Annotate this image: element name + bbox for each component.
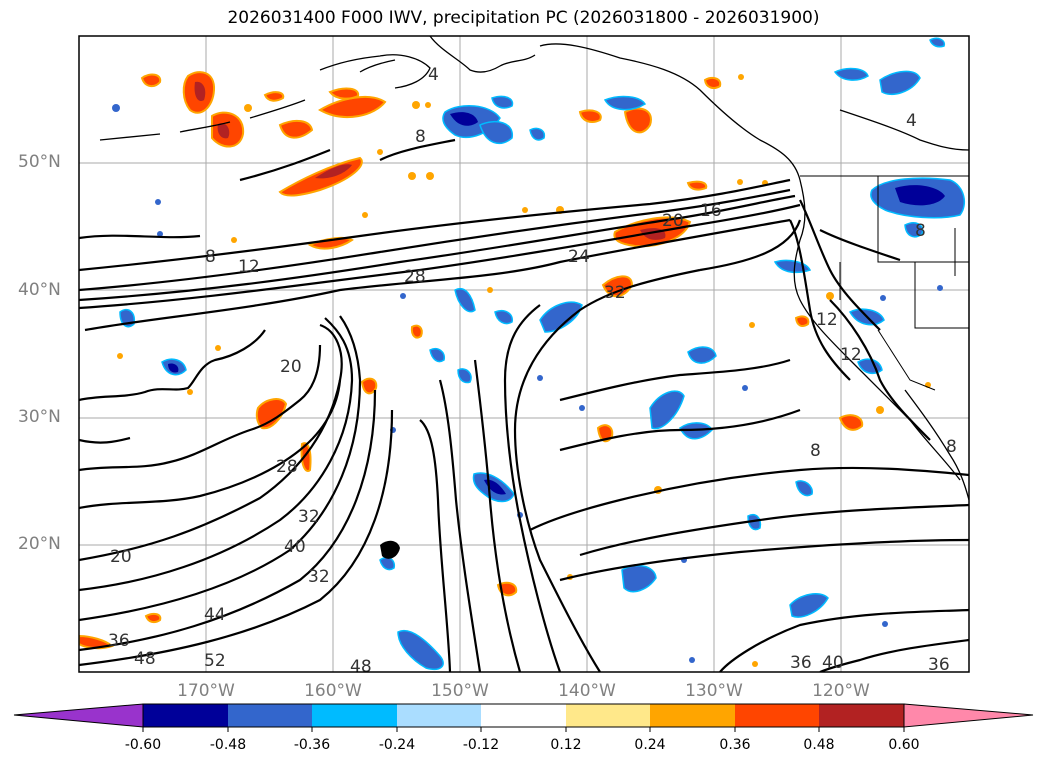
colorbar-segment [819, 704, 904, 727]
iwv-contours [79, 138, 969, 672]
contour-label: 20 [280, 357, 302, 377]
lon-label: 150°W [431, 681, 489, 701]
contour-label: 8 [205, 247, 216, 267]
colorbar-segment [143, 704, 228, 727]
negative-precip-patches [119, 37, 966, 670]
contour-label: 20 [110, 547, 132, 567]
colorbar-tick-label: -0.12 [462, 737, 500, 753]
lon-label: 170°W [177, 681, 235, 701]
colorbar-tick-label: 0.36 [719, 737, 751, 753]
colorbar-tick-label: -0.60 [124, 737, 162, 753]
contour-label: 8 [946, 437, 957, 457]
colorbar-tick-label: 0.48 [803, 737, 835, 753]
colorbar-segment [228, 704, 312, 727]
contour-label: 8 [810, 441, 821, 461]
contour-label: 24 [568, 247, 590, 267]
colorbar [13, 703, 1034, 732]
colorbar-segment [566, 704, 650, 727]
contour-label: 36 [108, 631, 130, 651]
contour-label: 32 [308, 567, 330, 587]
contour-label: 28 [276, 457, 298, 477]
contour-label: 40 [822, 653, 844, 673]
contour-label: 48 [350, 657, 372, 677]
colorbar-segment [735, 704, 819, 727]
contour-labels: 4 8 8 12 16 20 24 28 32 20 28 32 40 32 2… [108, 65, 957, 677]
contour-label: 36 [928, 655, 950, 675]
colorbar-tick-label: -0.48 [209, 737, 247, 753]
lat-label: 30°N [18, 407, 61, 427]
contour-label: 16 [700, 201, 722, 221]
contour-label: 20 [662, 211, 684, 231]
coastlines [99, 36, 969, 501]
colorbar-segment [397, 704, 481, 727]
lon-label: 160°W [304, 681, 362, 701]
contour-label: 44 [204, 605, 226, 625]
contour-label: 32 [298, 507, 320, 527]
colorbar-extend-low [13, 703, 144, 728]
map-title: 2026031400 F000 IWV, precipitation PC (2… [227, 8, 820, 28]
colorbar-segment [481, 704, 566, 727]
colorbar-tick-label: 0.24 [634, 737, 666, 753]
contour-label: 52 [204, 651, 226, 671]
colorbar-extend-high [903, 703, 1034, 728]
graticule [79, 36, 969, 672]
borders [800, 175, 969, 391]
contour-label: 12 [840, 345, 862, 365]
map-frame [78, 35, 970, 673]
contour-label: 32 [604, 283, 626, 303]
contour-label: 12 [816, 310, 838, 330]
contour-label: 4 [906, 111, 917, 131]
lat-label: 20°N [18, 534, 61, 554]
contour-label: 36 [790, 653, 812, 673]
lat-label: 40°N [18, 280, 61, 300]
contour-label: 8 [915, 221, 926, 241]
lat-label: 50°N [18, 152, 61, 172]
colorbar-segment [312, 704, 397, 727]
contour-label: 28 [404, 267, 426, 287]
lon-label: 140°W [558, 681, 616, 701]
lon-label: 120°W [812, 681, 870, 701]
contour-label: 40 [284, 537, 306, 557]
colorbar-tick-label: 0.12 [550, 737, 582, 753]
hawaii-patch [380, 540, 400, 559]
contour-label: 8 [415, 127, 426, 147]
lon-label: 130°W [685, 681, 743, 701]
colorbar-tick-label: -0.36 [293, 737, 331, 753]
contour-label: 48 [134, 649, 156, 669]
contour-label: 12 [238, 257, 260, 277]
colorbar-segment [650, 704, 735, 727]
colorbar-tick-label: 0.60 [888, 737, 920, 753]
contour-label: 4 [428, 65, 439, 85]
colorbar-tick-label: -0.24 [378, 737, 416, 753]
